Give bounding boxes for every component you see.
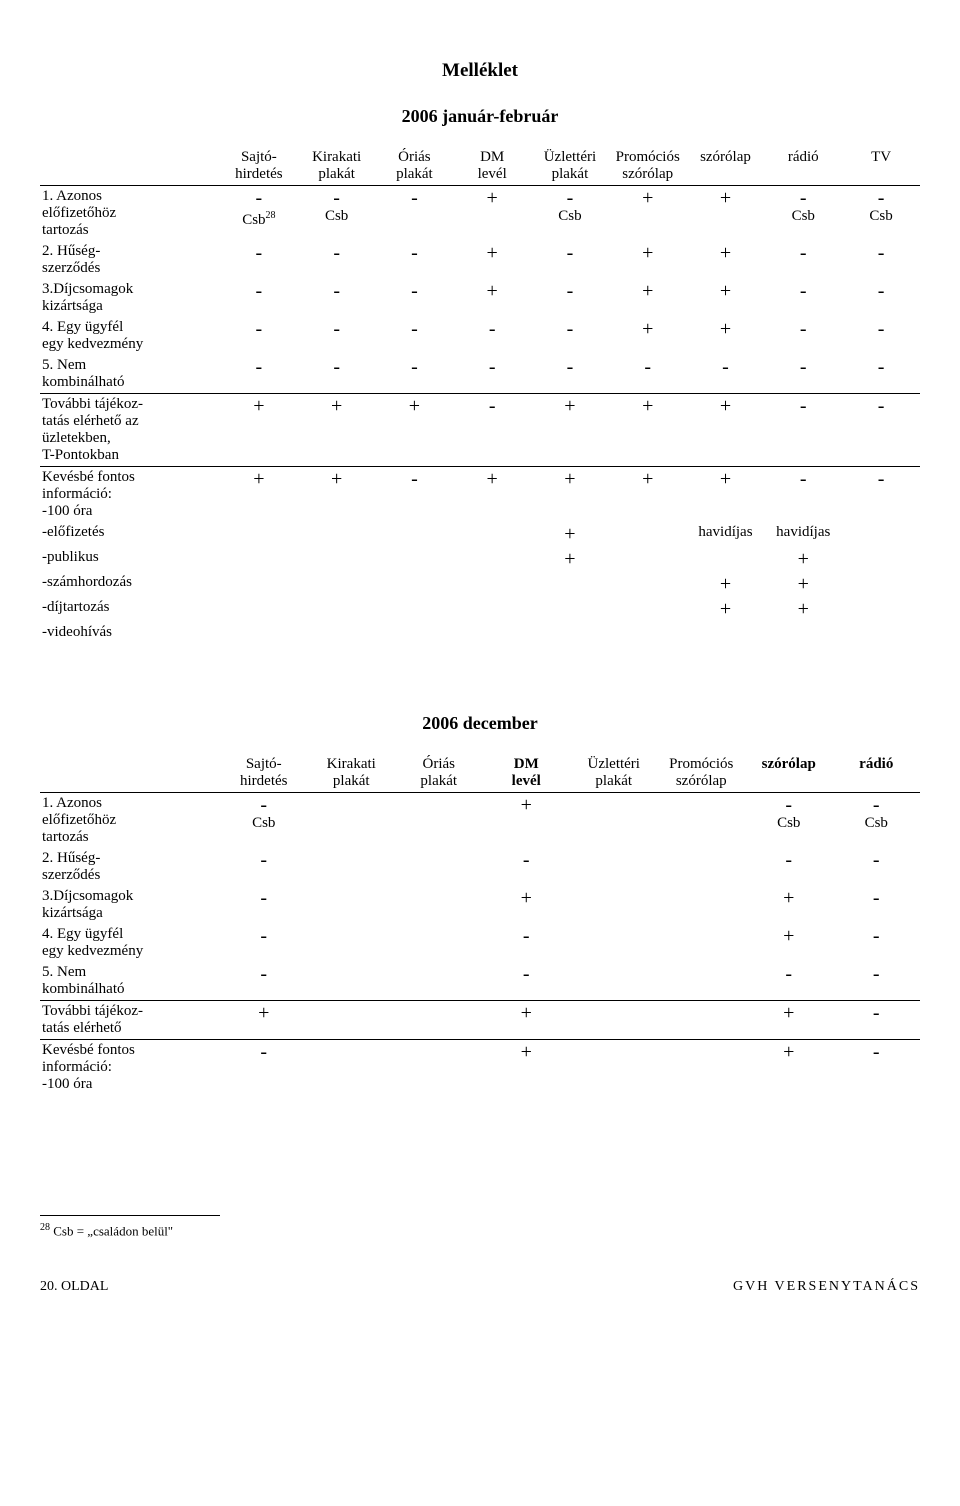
col-h: rádió: [764, 147, 842, 186]
table-row: -videohívás: [40, 622, 920, 643]
table-row: 4. Egy ügyfél egy kedvezmény --+-: [40, 924, 920, 962]
table-row: -díjtartozás ++: [40, 597, 920, 622]
table-row: 2. Hűség- szerződés ---+-++--: [40, 241, 920, 279]
col-h: Óriás plakát: [376, 147, 454, 186]
table-row: 5. Nem kombinálható ---------: [40, 355, 920, 394]
table-row: 4. Egy ügyfél egy kedvezmény -----++--: [40, 317, 920, 355]
table-2: Sajtó- hirdetés Kirakati plakát Óriás pl…: [40, 754, 920, 1095]
table-header-row: Sajtó- hirdetés Kirakati plakát Óriás pl…: [40, 754, 920, 793]
col-h: TV: [842, 147, 920, 186]
footer-right: GVH VERSENYTANÁCS: [733, 1279, 920, 1295]
table-1: Sajtó- hirdetés Kirakati plakát Óriás pl…: [40, 147, 920, 643]
table-row: Kevésbé fontos információ:-100 óra ++-++…: [40, 467, 920, 523]
table-row: 3.Díjcsomagok kizártsága ---+-++--: [40, 279, 920, 317]
page-title: Melléklet: [40, 60, 920, 82]
col-h: DM levél: [453, 147, 531, 186]
table-row: 5. Nem kombinálható ----: [40, 962, 920, 1001]
section1-title: 2006 január-február: [40, 106, 920, 127]
table-row: -előfizetés +havidíjashavidíjas: [40, 522, 920, 547]
footnote-rule: [40, 1215, 220, 1216]
row-label: 1. Azonos előfizetőhöz tartozás: [40, 186, 220, 242]
footer-left: 20. OLDAL: [40, 1279, 108, 1295]
table-row: 1. Azonos előfizetőhöz tartozás -Csb28 -…: [40, 186, 920, 242]
col-h: Promóciós szórólap: [609, 147, 687, 186]
col-h: Üzlettéri plakát: [531, 147, 609, 186]
page-footer: 20. OLDAL GVH VERSENYTANÁCS: [40, 1279, 920, 1295]
col-h: szórólap: [687, 147, 765, 186]
col-h: Kirakati plakát: [298, 147, 376, 186]
table-row: 2. Hűség- szerződés ----: [40, 848, 920, 886]
table-row: További tájékoz- tatás elérhető az üzlet…: [40, 394, 920, 467]
table-row: 1. Azonos előfizetőhöz tartozás -Csb + -…: [40, 793, 920, 849]
col-h: Sajtó- hirdetés: [220, 147, 298, 186]
table-row: -számhordozás ++: [40, 572, 920, 597]
table-row: -publikus ++: [40, 547, 920, 572]
footnote: 28 Csb = „családon belül": [40, 1222, 920, 1239]
table-row: További tájékoz- tatás elérhető +++-: [40, 1001, 920, 1040]
table-row: Kevésbé fontos információ:-100 óra -++-: [40, 1040, 920, 1096]
table-header-row: Sajtó- hirdetés Kirakati plakát Óriás pl…: [40, 147, 920, 186]
table-row: 3.Díjcsomagok kizártsága -++-: [40, 886, 920, 924]
section2-title: 2006 december: [40, 713, 920, 734]
